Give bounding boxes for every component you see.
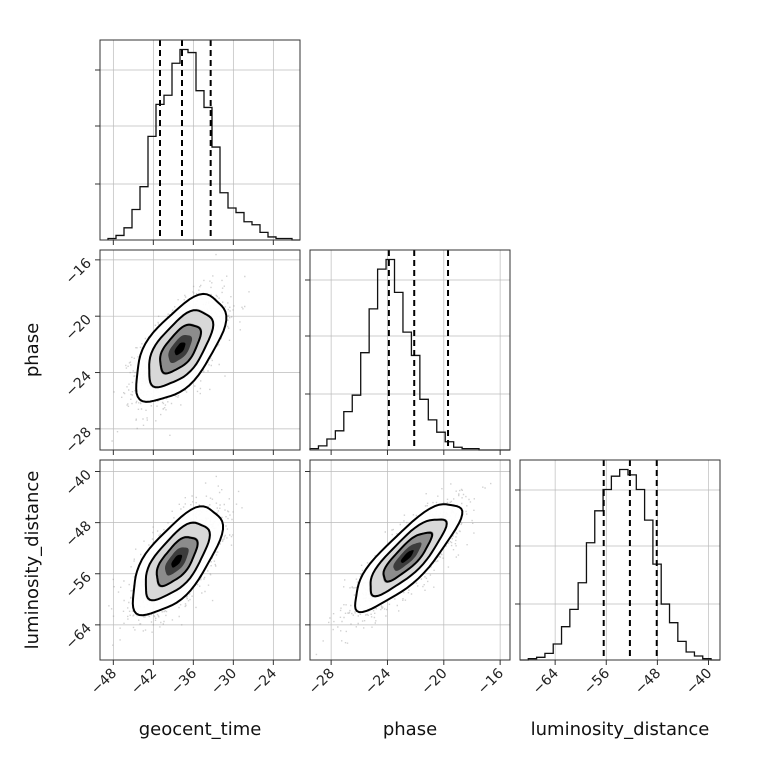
hist-panel-phase-frame [309, 249, 511, 451]
panels-layer: −64 −56 −48 −40−28−24−20−16−48 −42 −36 −30 −24−… [63, 39, 721, 698]
hist-panel-geocent_time-frame [99, 39, 301, 241]
tick-label-x-phase: −16 [475, 665, 507, 697]
tick-label-x-luminosity_distance: −48 [632, 666, 664, 698]
histogram-phase [309, 258, 510, 451]
histogram-geocent_time [107, 48, 300, 241]
y-label-phase: phase [22, 323, 43, 377]
contour-line-outer [131, 505, 224, 617]
contour-line-mid [144, 521, 211, 602]
tick-label-y-luminosity_distance: −40 [63, 467, 95, 499]
contour-line-mid [148, 309, 215, 389]
density-fill-peak [400, 550, 414, 563]
x-label-geocent-time: geocent_time [139, 719, 262, 740]
contour-line-inner [155, 536, 199, 588]
tick-label-x-geocent_time: −24 [248, 665, 280, 697]
tick-label-y-phase: −28 [63, 424, 95, 456]
tick-label-x-luminosity_distance: −40 [683, 666, 715, 698]
tick-label-x-luminosity_distance: −64 [530, 665, 562, 697]
x-label-phase: phase [383, 719, 437, 740]
contour-line-inner [382, 531, 434, 583]
contour-line-outer [354, 503, 464, 614]
x-label-luminosity-distance: luminosity_distance [531, 719, 710, 740]
tick-label-x-phase: −28 [306, 666, 338, 698]
tick-label-x-geocent_time: −42 [128, 666, 160, 698]
tick-label-y-luminosity_distance: −48 [63, 518, 95, 550]
tick-label-x-geocent_time: −30 [208, 666, 240, 698]
tick-label-x-geocent_time: −36 [168, 665, 200, 697]
contour-line-outer [135, 292, 228, 403]
tick-label-y-luminosity_distance: −64 [63, 620, 95, 652]
density-fill-peak [171, 554, 183, 568]
tick-label-x-geocent_time: −48 [88, 666, 120, 698]
pair-panel-geocent_time-luminosity_distance-content [108, 475, 243, 646]
tick-label-x-luminosity_distance: −56 [581, 665, 613, 697]
tick-label-y-luminosity_distance: −56 [63, 569, 95, 601]
pair-panel-geocent_time-phase-frame [99, 249, 301, 451]
tick-label-y-phase: −24 [63, 368, 95, 400]
y-label-luminosity-distance: luminosity_distance [22, 471, 43, 650]
contour-line-mid [369, 518, 448, 598]
pair-panel-phase-luminosity_distance-content [315, 482, 492, 656]
pair-panel-geocent_time-luminosity_distance-frame [99, 459, 301, 661]
histogram-luminosity_distance [520, 468, 720, 661]
tick-label-y-phase: −20 [63, 312, 95, 344]
contour-line-inner [159, 323, 203, 375]
density-fill-peak [174, 342, 186, 356]
hist-panel-luminosity_distance-frame [519, 459, 721, 661]
tick-label-y-phase: −16 [63, 255, 95, 287]
tick-label-x-phase: −20 [418, 666, 450, 698]
pair-panel-phase-luminosity_distance-frame [309, 459, 511, 661]
tick-label-x-phase: −24 [362, 665, 394, 697]
pair-panel-geocent_time-phase-content [111, 253, 250, 442]
